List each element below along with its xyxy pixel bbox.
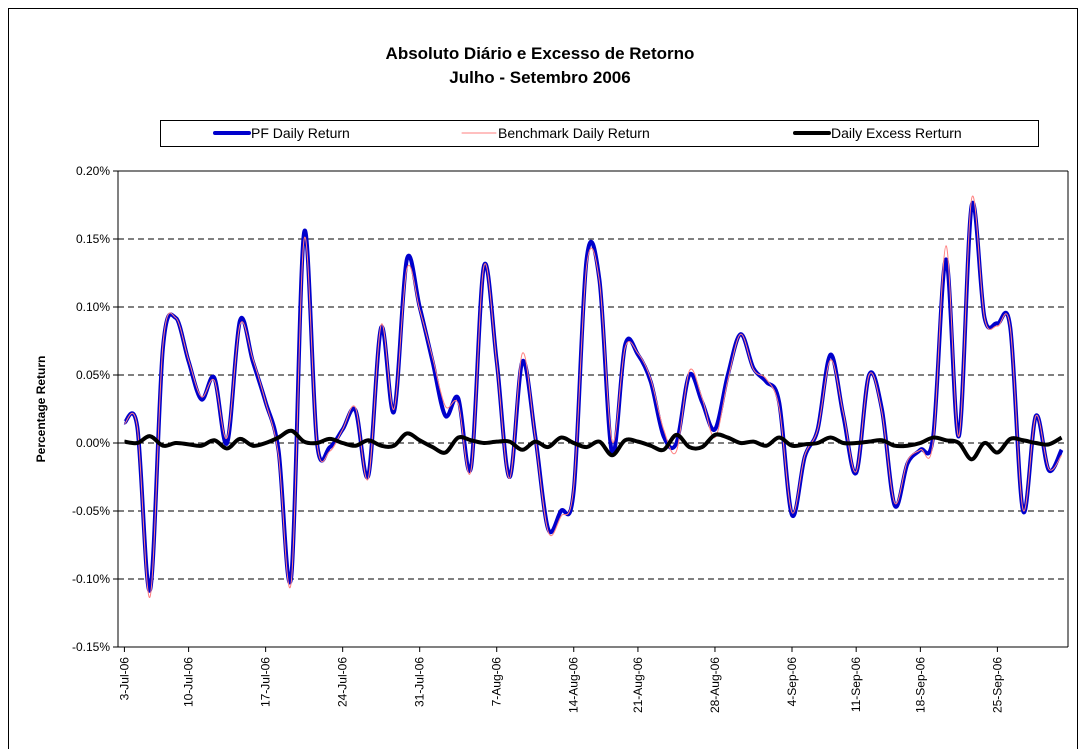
x-tick-label: 11-Sep-06 [849, 657, 863, 712]
legend-label: PF Daily Return [251, 125, 350, 141]
y-tick-label: 0.15% [76, 232, 110, 246]
x-tick-label: 14-Aug-06 [567, 657, 581, 713]
x-tick-label: 25-Sep-06 [990, 657, 1004, 713]
x-tick-label: 21-Aug-06 [631, 657, 645, 713]
y-tick-label: -0.15% [72, 640, 110, 654]
chart-subtitle: Julho - Setembro 2006 [449, 68, 630, 87]
y-axis-label: Percentage Return [34, 356, 48, 463]
y-tick-label: 0.00% [76, 436, 110, 450]
x-tick-label: 28-Aug-06 [708, 657, 722, 713]
x-tick-label: 4-Sep-06 [785, 657, 799, 707]
x-tick-label: 3-Jul-06 [117, 657, 131, 701]
x-tick-label: 17-Jul-06 [259, 657, 273, 707]
chart-title: Absoluto Diário e Excesso de Retorno [386, 44, 695, 63]
x-tick-label: 18-Sep-06 [913, 657, 927, 713]
x-tick-label: 10-Jul-06 [182, 657, 196, 707]
x-tick-label: 31-Jul-06 [413, 657, 427, 707]
legend-label: Benchmark Daily Return [498, 125, 650, 141]
series-line [123, 195, 1062, 598]
x-tick-label: 24-Jul-06 [336, 657, 350, 707]
y-tick-label: 0.05% [76, 368, 110, 382]
y-tick-label: 0.10% [76, 300, 110, 314]
x-tick-label: 7-Aug-06 [490, 657, 504, 707]
legend-box [160, 120, 1039, 147]
y-tick-label: 0.20% [76, 164, 110, 178]
y-tick-label: -0.10% [72, 572, 110, 586]
series-line [124, 428, 1063, 462]
y-tick-label: -0.05% [72, 504, 110, 518]
legend-label: Daily Excess Rerturn [831, 125, 962, 141]
